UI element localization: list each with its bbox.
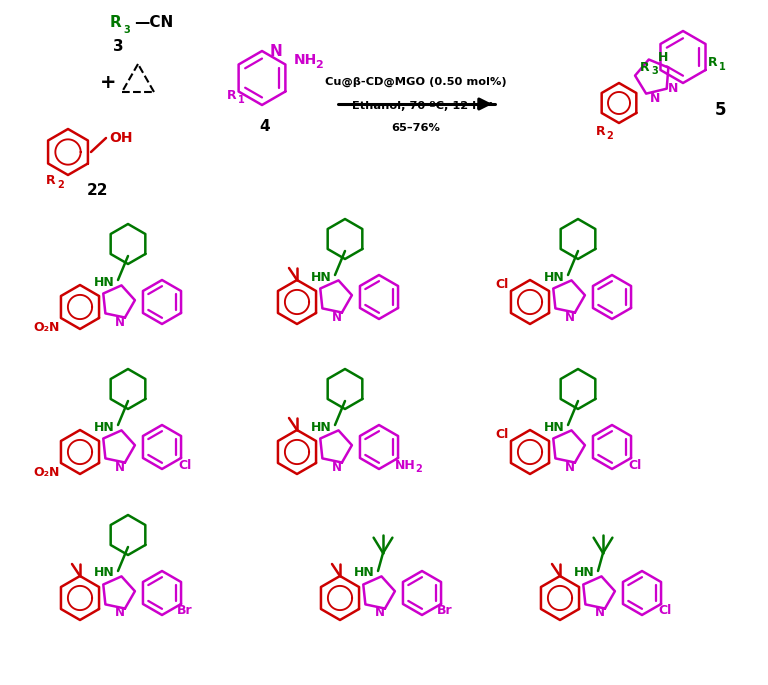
Text: 1: 1	[719, 62, 725, 72]
Text: R: R	[641, 60, 650, 73]
Text: HN: HN	[94, 275, 114, 288]
Text: 4: 4	[260, 119, 270, 134]
Text: 1: 1	[237, 95, 244, 105]
Text: 5: 5	[715, 101, 727, 119]
Text: 3: 3	[113, 38, 124, 53]
Text: 2: 2	[58, 180, 65, 190]
Text: HN: HN	[310, 271, 331, 284]
Text: Ethanol, 70 ºC, 12 h: Ethanol, 70 ºC, 12 h	[352, 101, 480, 111]
Text: N: N	[595, 606, 605, 619]
Text: Cl: Cl	[495, 277, 508, 290]
Text: Br: Br	[177, 604, 193, 617]
Text: N: N	[565, 460, 575, 473]
Text: HN: HN	[544, 271, 564, 284]
Text: N: N	[650, 92, 660, 105]
Text: R: R	[46, 173, 56, 186]
Text: Cl: Cl	[495, 427, 508, 440]
Text: O₂N: O₂N	[34, 321, 60, 334]
Text: NH: NH	[293, 53, 316, 67]
Text: 22: 22	[88, 182, 109, 197]
Text: HN: HN	[353, 566, 374, 580]
Text: HN: HN	[544, 421, 564, 434]
Text: R: R	[708, 55, 718, 68]
Text: 3: 3	[123, 25, 130, 35]
Text: N: N	[375, 606, 385, 619]
Text: HN: HN	[574, 566, 594, 580]
Text: Br: Br	[437, 604, 453, 617]
Text: 65–76%: 65–76%	[392, 123, 440, 133]
Text: 2: 2	[315, 60, 323, 70]
Text: O₂N: O₂N	[34, 466, 60, 479]
Text: —CN: —CN	[134, 14, 174, 29]
Text: N: N	[668, 82, 678, 95]
Text: N: N	[115, 316, 125, 329]
Text: 2: 2	[415, 464, 422, 474]
Text: N: N	[270, 44, 283, 58]
Text: Cu@β-CD@MGO (0.50 mol%): Cu@β-CD@MGO (0.50 mol%)	[325, 77, 507, 87]
Text: R: R	[596, 125, 606, 138]
Text: R: R	[110, 14, 122, 29]
Text: HN: HN	[310, 421, 331, 434]
Text: HN: HN	[94, 566, 114, 580]
Text: N: N	[332, 460, 342, 473]
Text: N: N	[565, 310, 575, 323]
Text: N: N	[115, 606, 125, 619]
Text: Cl: Cl	[178, 458, 192, 471]
Text: R: R	[227, 88, 237, 101]
Text: Cl: Cl	[658, 604, 672, 617]
Text: +: +	[100, 73, 116, 92]
Text: N: N	[115, 460, 125, 473]
Text: 3: 3	[651, 66, 658, 76]
Text: NH: NH	[395, 458, 415, 471]
Text: 2: 2	[607, 131, 614, 141]
Text: Cl: Cl	[628, 458, 641, 471]
Text: HN: HN	[94, 421, 114, 434]
Text: H: H	[658, 51, 668, 64]
Text: N: N	[332, 310, 342, 323]
Text: OH: OH	[109, 131, 133, 145]
